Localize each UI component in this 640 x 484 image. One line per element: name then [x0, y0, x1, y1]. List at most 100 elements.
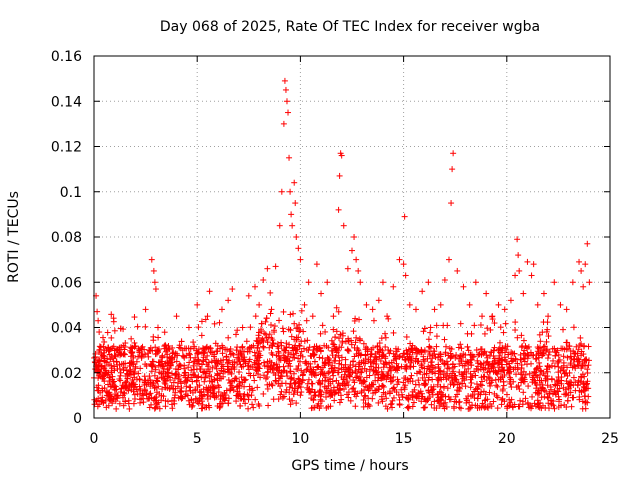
data-point-cloud: [330, 326, 337, 333]
y-tick-label: 0.04: [51, 321, 82, 337]
data-point-cloud: [560, 326, 567, 333]
data-point-cloud: [499, 357, 506, 364]
data-point: [105, 369, 112, 376]
data-point-cloud: [328, 365, 335, 372]
data-point-cloud: [138, 352, 145, 359]
data-point-cloud: [414, 358, 421, 365]
data-point-cloud: [506, 363, 513, 370]
data-point-cloud: [518, 379, 525, 386]
data-point-cloud: [446, 345, 453, 352]
data-point-cloud: [420, 328, 427, 335]
data-point: [94, 308, 101, 315]
data-point-cloud: [401, 386, 408, 393]
data-point-cloud: [353, 374, 360, 381]
data-point-cloud: [280, 308, 287, 315]
data-point-cloud: [205, 359, 212, 366]
data-point-cloud: [537, 338, 544, 345]
data-point-cloud: [458, 358, 465, 365]
data-point-cloud: [524, 355, 531, 362]
data-point-cloud: [561, 401, 568, 408]
data-point-cloud: [349, 385, 356, 392]
data-point-cloud: [399, 394, 406, 401]
data-point-cloud: [543, 347, 550, 354]
data-point-cloud: [407, 364, 414, 371]
data-point-cloud: [366, 372, 373, 379]
data-point-cloud: [409, 378, 416, 385]
data-point-cloud: [423, 370, 430, 377]
data-point-cloud: [469, 391, 476, 398]
data-point-cloud: [281, 393, 288, 400]
data-point-cloud: [486, 375, 493, 382]
data-point-cloud: [160, 393, 167, 400]
data-point-cloud: [293, 400, 300, 407]
data-point-cloud: [310, 352, 317, 359]
data-point-cloud: [409, 391, 416, 398]
data-point-cloud: [189, 371, 196, 378]
data-point-cloud: [224, 366, 231, 373]
data-point-cloud: [425, 387, 432, 394]
data-point-cloud: [543, 366, 550, 373]
data-point-cloud: [323, 393, 330, 400]
data-point: [278, 188, 285, 195]
x-tick-label: 15: [395, 431, 413, 447]
data-point-cloud: [370, 368, 377, 375]
data-point-cloud: [537, 367, 544, 374]
data-point-cloud: [351, 379, 358, 386]
data-point-cloud: [429, 376, 436, 383]
data-point-cloud: [147, 348, 154, 355]
data-point-cloud: [138, 395, 145, 402]
data-point-cloud: [390, 394, 397, 401]
data-point-cloud: [390, 385, 397, 392]
data-point-cloud: [497, 324, 504, 331]
data-point-cloud: [560, 359, 567, 366]
data-point-cloud: [271, 329, 278, 336]
data-point-cloud: [558, 377, 565, 384]
data-point-cloud: [362, 383, 369, 390]
data-point-cloud: [392, 345, 399, 352]
data-point-cloud: [274, 340, 281, 347]
data-point: [425, 279, 432, 286]
data-point-cloud: [318, 398, 325, 405]
data-point-cloud: [216, 319, 223, 326]
data-point-cloud: [428, 387, 435, 394]
data-point-cloud: [348, 337, 355, 344]
data-point-cloud: [111, 386, 118, 393]
data-point-cloud: [525, 401, 532, 408]
data-point-cloud: [408, 345, 415, 352]
data-point-cloud: [539, 329, 546, 336]
data-point-cloud: [234, 344, 241, 351]
data-point-cloud: [398, 386, 405, 393]
data-point-cloud: [459, 375, 466, 382]
data-point-cloud: [247, 324, 254, 331]
data-point-cloud: [350, 328, 357, 335]
y-tick-label: 0: [73, 411, 82, 427]
data-point-cloud: [508, 355, 515, 362]
data-point-cloud: [427, 324, 434, 331]
data-point-cloud: [382, 353, 389, 360]
data-point-cloud: [230, 387, 237, 394]
data-point-cloud: [234, 354, 241, 361]
data-point-cloud: [252, 396, 259, 403]
data-point-cloud: [464, 343, 471, 350]
data-point-cloud: [525, 383, 532, 390]
data-point-cloud: [155, 346, 162, 353]
data-point-cloud: [360, 396, 367, 403]
data-point-cloud: [567, 389, 574, 396]
data-point-cloud: [271, 362, 278, 369]
data-point-cloud: [496, 339, 503, 346]
data-point-cloud: [114, 392, 121, 399]
data-point-cloud: [156, 369, 163, 376]
chart-title: Day 068 of 2025, Rate Of TEC Index for r…: [160, 19, 540, 35]
data-point-cloud: [130, 361, 137, 368]
data-point: [282, 86, 289, 93]
data-point-cloud: [143, 391, 150, 398]
data-point-cloud: [262, 318, 269, 325]
data-point: [514, 236, 521, 243]
data-point-cloud: [425, 374, 432, 381]
data-point-cloud: [477, 360, 484, 367]
data-point: [401, 213, 408, 220]
data-point-cloud: [582, 405, 589, 412]
data-point: [285, 109, 292, 116]
data-point-cloud: [568, 403, 575, 410]
